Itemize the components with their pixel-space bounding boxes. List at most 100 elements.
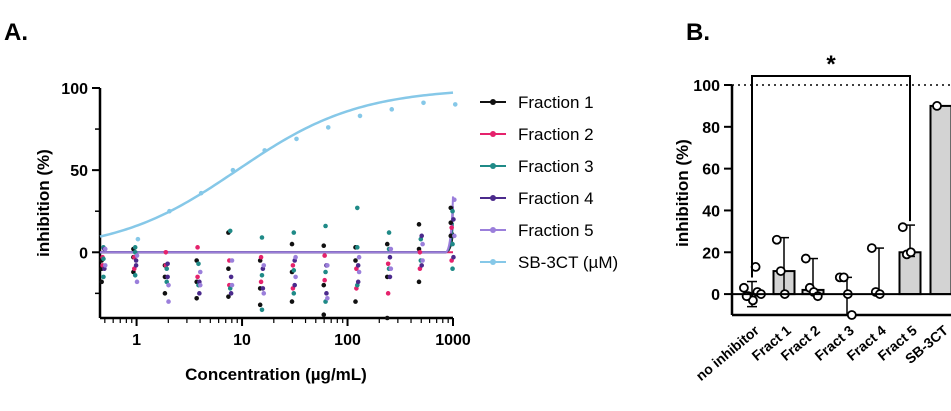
b-data-point	[777, 267, 785, 275]
a-data-point	[353, 258, 358, 263]
a-data-point	[358, 114, 363, 119]
a-data-point	[321, 312, 326, 317]
a-data-point	[451, 217, 456, 222]
a-data-point	[419, 234, 424, 239]
a-data-point	[230, 258, 235, 263]
b-y-tick-label: 40	[702, 203, 720, 220]
a-data-point	[421, 100, 426, 105]
a-y-tick-label: 50	[70, 163, 88, 180]
a-data-point	[199, 191, 204, 196]
a-data-point	[387, 230, 392, 235]
a-data-point	[261, 291, 266, 296]
a-data-point	[323, 270, 328, 275]
a-data-point	[260, 307, 265, 312]
a-data-point	[261, 286, 266, 291]
b-data-point	[773, 236, 781, 244]
a-data-point	[291, 263, 296, 268]
a-fit-line-1	[100, 233, 453, 253]
a-data-point	[389, 107, 394, 112]
a-data-point	[389, 247, 394, 252]
a-data-point	[229, 291, 234, 296]
a-data-point	[385, 316, 390, 321]
legend-label-6: SB-3CT (µM)	[518, 253, 618, 272]
a-data-point	[195, 245, 200, 250]
a-data-point	[196, 261, 201, 266]
a-data-point	[260, 273, 265, 278]
a-data-point	[291, 291, 296, 296]
b-y-axis-label: inhibition (%)	[673, 139, 692, 247]
a-data-point	[133, 273, 138, 278]
a-data-point	[291, 268, 296, 273]
b-bar-6	[900, 252, 921, 294]
a-data-point	[418, 250, 423, 255]
legend-marker-3	[490, 163, 496, 169]
a-data-point	[198, 283, 203, 288]
a-data-point	[419, 263, 424, 268]
a-data-point	[103, 247, 108, 252]
b-y-tick-label: 20	[702, 245, 720, 262]
a-data-point	[355, 245, 360, 250]
a-data-point	[420, 242, 425, 247]
a-data-point	[135, 280, 140, 285]
b-data-point	[848, 311, 856, 319]
panel-a-label: A.	[4, 19, 28, 46]
legend-marker-6	[490, 259, 496, 265]
a-data-point	[453, 102, 458, 107]
a-y-tick-label: 0	[79, 245, 88, 262]
a-data-point	[325, 263, 330, 268]
a-data-point	[322, 253, 327, 258]
a-data-point	[323, 224, 328, 229]
a-data-point	[195, 275, 200, 280]
a-data-point	[353, 299, 358, 304]
a-data-point	[166, 299, 171, 304]
b-y-tick-label: 0	[711, 287, 720, 304]
a-data-point	[356, 263, 361, 268]
legend-label-4: Fraction 4	[518, 189, 594, 208]
a-data-point	[451, 255, 456, 260]
a-data-point	[322, 278, 327, 283]
a-data-point	[262, 148, 267, 153]
a-data-point	[135, 253, 140, 258]
a-data-point	[103, 263, 108, 268]
a-data-point	[167, 209, 172, 214]
b-y-tick-label: 100	[693, 78, 720, 95]
b-significance-bracket	[752, 76, 910, 278]
a-data-point	[326, 125, 331, 130]
a-data-point	[388, 275, 393, 280]
a-data-point	[133, 245, 138, 250]
a-data-point	[290, 299, 295, 304]
a-data-point	[325, 296, 330, 301]
a-x-tick-label: 100	[334, 332, 361, 349]
a-data-point	[417, 222, 422, 227]
a-data-point	[134, 263, 139, 268]
a-data-point	[198, 270, 203, 275]
a-data-point	[101, 275, 106, 280]
a-data-point	[388, 255, 393, 260]
legend-marker-1	[490, 99, 496, 105]
b-y-tick-label: 80	[702, 120, 720, 137]
a-data-point	[357, 270, 362, 275]
a-data-point	[417, 280, 422, 285]
a-data-point	[258, 303, 263, 308]
a-data-point	[450, 266, 455, 271]
b-data-point	[740, 284, 748, 292]
b-data-point	[868, 244, 876, 252]
a-data-point	[292, 283, 297, 288]
b-y-tick-label: 60	[702, 162, 720, 179]
a-data-point	[194, 296, 199, 301]
a-data-point	[101, 257, 106, 262]
a-data-point	[290, 242, 295, 247]
b-significance-star: *	[826, 51, 836, 78]
a-data-point	[385, 242, 390, 247]
a-data-point	[449, 225, 454, 230]
a-data-point	[134, 258, 139, 263]
a-data-point	[136, 237, 141, 242]
a-data-point	[230, 283, 235, 288]
a-data-point	[450, 209, 455, 214]
a-data-point	[293, 275, 298, 280]
a-data-point	[226, 266, 231, 271]
b-data-point	[802, 255, 810, 263]
